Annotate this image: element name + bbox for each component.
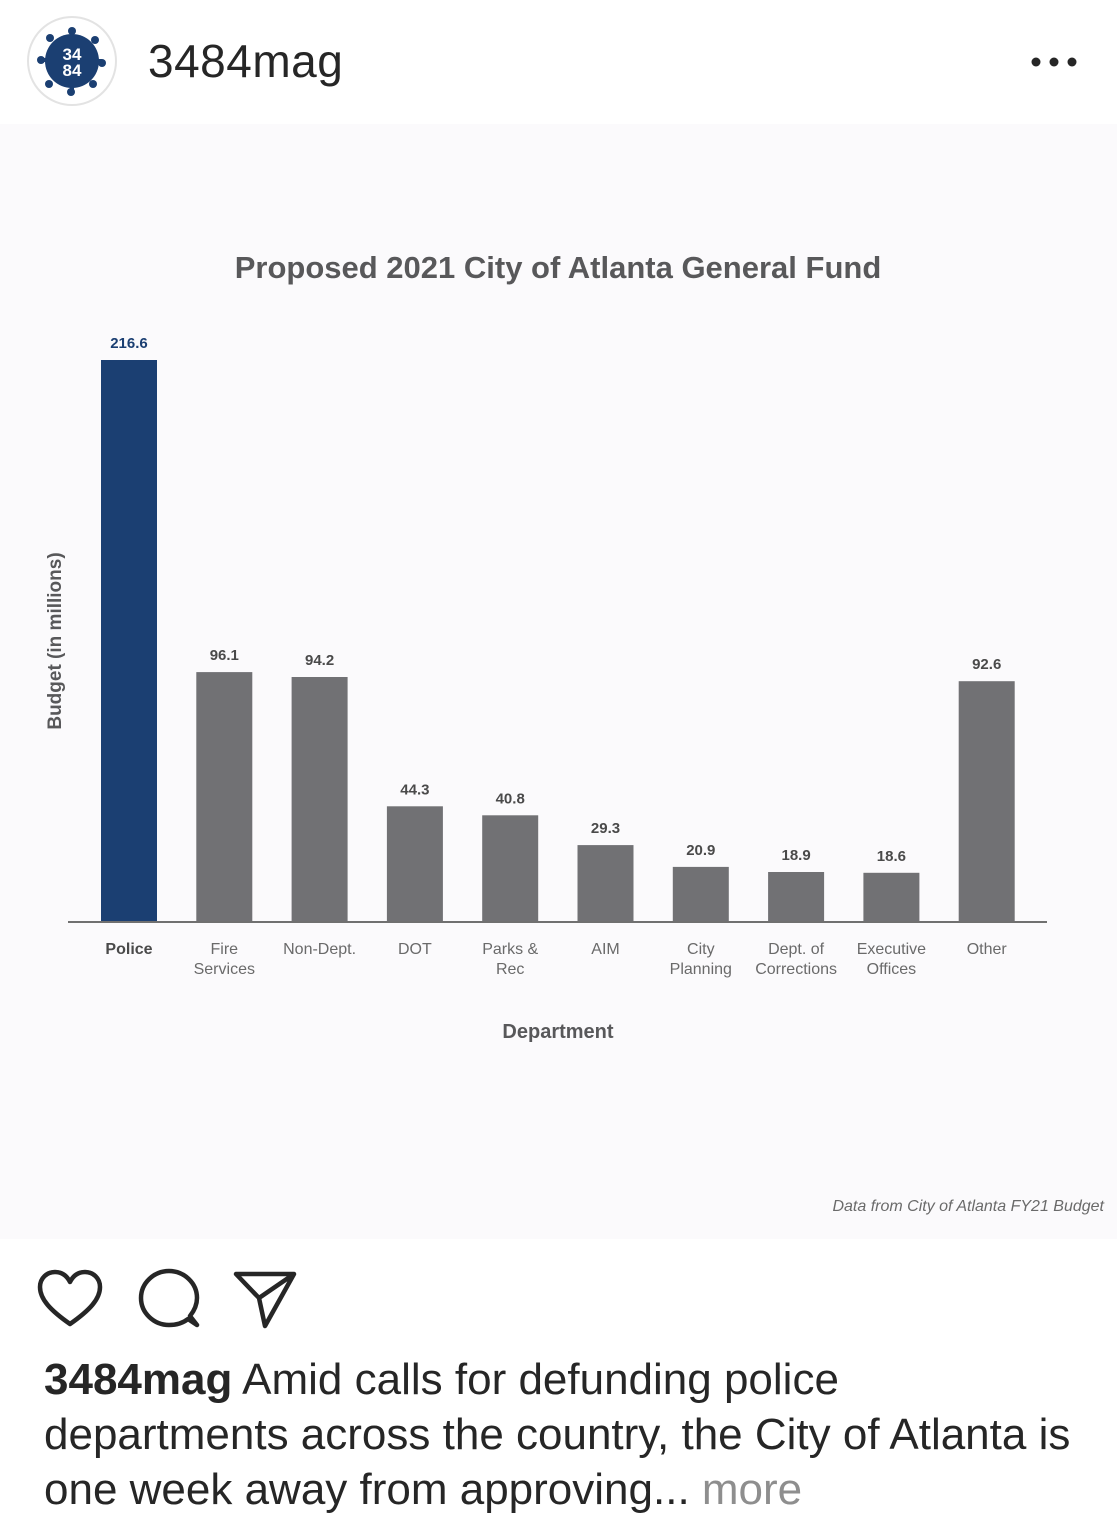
bar [768, 872, 825, 921]
x-tick-label: Police [105, 941, 152, 958]
avatar-logo: 34 84 [37, 27, 106, 96]
bar-value-label: 92.6 [972, 656, 1001, 673]
bar-value-label: 40.8 [496, 790, 525, 807]
x-tick-label: Offices [867, 961, 917, 978]
x-tick-label: Services [194, 961, 255, 978]
bar-value-label: 216.6 [110, 335, 148, 352]
avatar-text-bottom: 84 [63, 61, 82, 80]
caption-text: Amid calls for defunding police departme… [44, 1355, 1071, 1514]
more-options-button[interactable] [1022, 40, 1086, 84]
bar [577, 845, 634, 921]
x-tick-label: AIM [591, 941, 619, 958]
bar-value-label: 96.1 [210, 647, 239, 664]
bar-value-label: 44.3 [400, 781, 429, 798]
post-caption: 3484mag Amid calls for defunding police … [44, 1352, 1084, 1517]
x-tick-label: Dept. of [768, 941, 825, 958]
x-tick-label: Fire [211, 941, 239, 958]
bar [672, 866, 729, 921]
x-tick-label: Corrections [755, 961, 837, 978]
bar [196, 672, 253, 921]
avatar-text-top: 34 [63, 45, 82, 64]
y-axis-label: Budget (in millions) [45, 552, 66, 729]
x-tick-label: Non-Dept. [283, 941, 356, 958]
post-image[interactable]: Proposed 2021 City of Atlanta General Fu… [0, 124, 1117, 1239]
bar-value-label: 20.9 [686, 842, 715, 859]
bar [958, 681, 1015, 921]
splat-shape [37, 27, 106, 96]
bar [482, 815, 539, 921]
bar-value-label: 29.3 [591, 820, 620, 837]
x-tick-label: Planning [670, 961, 732, 978]
x-tick-label: Parks & [482, 941, 538, 958]
x-tick-label: DOT [398, 941, 432, 958]
paper-plane-icon[interactable] [232, 1268, 298, 1330]
caption-more-link[interactable]: more [689, 1465, 803, 1514]
bar-value-label: 18.9 [781, 847, 810, 864]
bar [386, 806, 443, 921]
post-actions-bar [0, 1250, 1117, 1340]
source-note: Data from City of Atlanta FY21 Budget [832, 1198, 1104, 1215]
heart-icon[interactable] [36, 1268, 104, 1330]
bar-value-label: 94.2 [305, 652, 334, 669]
bar-value-label: 18.6 [877, 848, 906, 865]
chart-title: Proposed 2021 City of Atlanta General Fu… [235, 250, 882, 285]
x-tick-label: Executive [857, 941, 926, 958]
x-tick-label: Other [967, 941, 1008, 958]
avatar[interactable]: 34 84 [27, 16, 117, 106]
bars-group: 216.6 Police 96.1 Fire Services 94.2 Non-Dept.… [101, 335, 1015, 978]
post-header: 34 84 3484mag [0, 0, 1117, 124]
more-horizontal-icon [1031, 57, 1077, 67]
caption-username[interactable]: 3484mag [44, 1355, 233, 1404]
post-username[interactable]: 3484mag [148, 35, 344, 87]
x-tick-label: City [687, 941, 715, 958]
bar [291, 677, 348, 921]
x-axis-label: Department [502, 1021, 613, 1043]
x-tick-label: Rec [496, 961, 524, 978]
comment-bubble-icon[interactable] [136, 1266, 202, 1332]
bar [863, 872, 920, 921]
bar [101, 360, 157, 921]
budget-bar-chart: Proposed 2021 City of Atlanta General Fu… [45, 250, 1105, 1215]
